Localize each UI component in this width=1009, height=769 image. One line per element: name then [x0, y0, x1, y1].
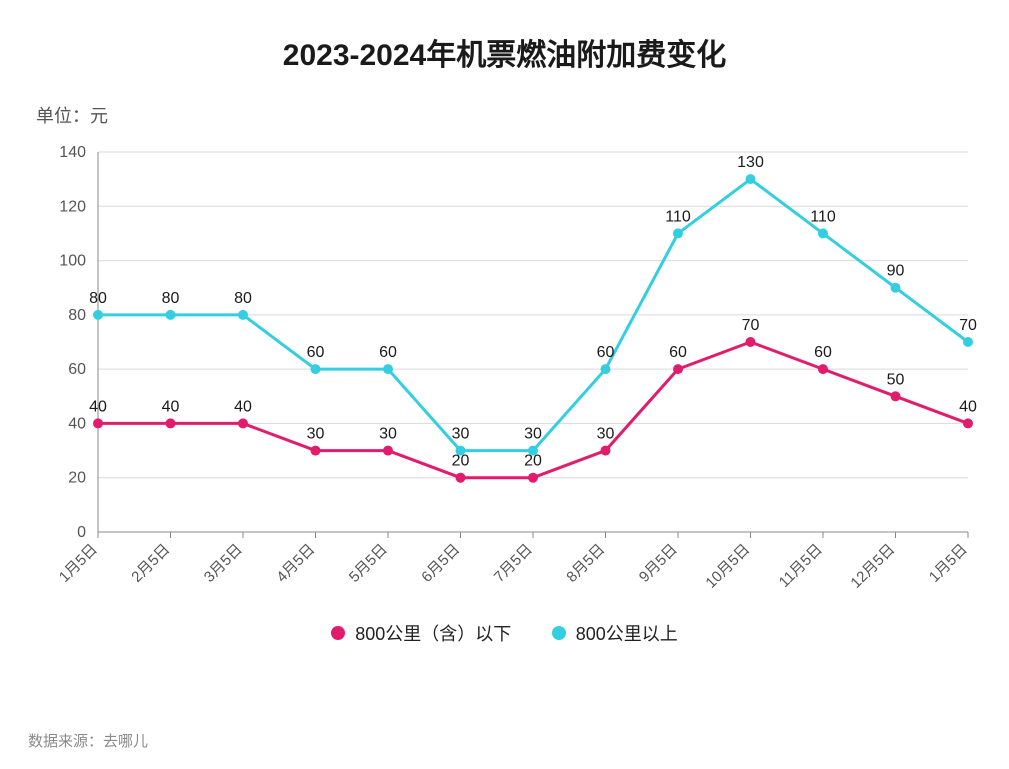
svg-text:60: 60 — [597, 344, 615, 361]
svg-text:2月5日: 2月5日 — [128, 541, 173, 586]
svg-text:4月5日: 4月5日 — [273, 541, 318, 586]
legend-item-series-b: 800公里以上 — [552, 620, 678, 646]
svg-text:70: 70 — [959, 317, 977, 334]
chart-area: 0 20 40 60 80 100 120 140 1月5日 2月5日 3月5日 4月5日 5月5日 6月… — [28, 132, 981, 612]
svg-text:60: 60 — [669, 344, 687, 361]
svg-text:80: 80 — [68, 307, 86, 324]
svg-text:40: 40 — [959, 398, 977, 415]
svg-text:30: 30 — [524, 426, 542, 443]
svg-text:140: 140 — [59, 144, 86, 161]
svg-text:5月5日: 5月5日 — [346, 541, 391, 586]
svg-text:11月5日: 11月5日 — [776, 541, 826, 591]
svg-text:0: 0 — [77, 524, 86, 541]
svg-text:10月5日: 10月5日 — [702, 541, 753, 592]
svg-text:40: 40 — [68, 415, 86, 432]
svg-text:12月5日: 12月5日 — [847, 541, 898, 592]
svg-text:40: 40 — [162, 398, 180, 415]
legend: 800公里（含）以下 800公里以上 — [28, 620, 981, 646]
svg-text:130: 130 — [737, 154, 764, 171]
svg-text:30: 30 — [307, 426, 325, 443]
line-chart-svg: 0 20 40 60 80 100 120 140 1月5日 2月5日 3月5日 4月5日 5月5日 6月… — [28, 132, 981, 612]
svg-text:80: 80 — [89, 290, 107, 307]
svg-text:40: 40 — [234, 398, 252, 415]
svg-text:7月5日: 7月5日 — [491, 541, 536, 586]
svg-text:90: 90 — [887, 263, 905, 280]
svg-text:6月5日: 6月5日 — [418, 541, 463, 586]
svg-text:30: 30 — [452, 426, 470, 443]
svg-text:50: 50 — [887, 371, 905, 388]
svg-text:8月5日: 8月5日 — [563, 541, 608, 586]
svg-text:20: 20 — [68, 470, 86, 487]
svg-text:110: 110 — [665, 208, 691, 225]
svg-text:30: 30 — [597, 426, 615, 443]
svg-text:1月5日: 1月5日 — [56, 541, 101, 586]
svg-text:80: 80 — [162, 290, 180, 307]
svg-text:60: 60 — [814, 344, 832, 361]
svg-text:30: 30 — [379, 426, 397, 443]
legend-dot-series-a — [331, 626, 345, 640]
svg-text:100: 100 — [59, 253, 86, 270]
svg-text:60: 60 — [379, 344, 397, 361]
svg-text:80: 80 — [234, 290, 252, 307]
svg-text:3月5日: 3月5日 — [201, 541, 246, 586]
svg-text:60: 60 — [68, 361, 86, 378]
page-root: 2023-2024年机票燃油附加费变化 单位：元 0 20 40 60 80 100 120… — [0, 0, 1009, 769]
chart-title: 2023-2024年机票燃油附加费变化 — [28, 30, 981, 74]
svg-text:70: 70 — [742, 317, 760, 334]
svg-text:60: 60 — [307, 344, 325, 361]
legend-item-series-a: 800公里（含）以下 — [331, 620, 511, 646]
legend-dot-series-b — [552, 626, 566, 640]
svg-text:9月5日: 9月5日 — [636, 541, 681, 586]
svg-text:40: 40 — [89, 398, 107, 415]
svg-text:110: 110 — [810, 208, 836, 225]
data-source-label: 数据来源：去哪儿 — [28, 730, 148, 751]
svg-text:120: 120 — [59, 198, 86, 215]
legend-label-series-b: 800公里以上 — [576, 620, 678, 646]
legend-label-series-a: 800公里（含）以下 — [355, 620, 511, 646]
svg-text:1月5日: 1月5日 — [926, 541, 971, 586]
unit-label: 单位：元 — [36, 102, 981, 128]
